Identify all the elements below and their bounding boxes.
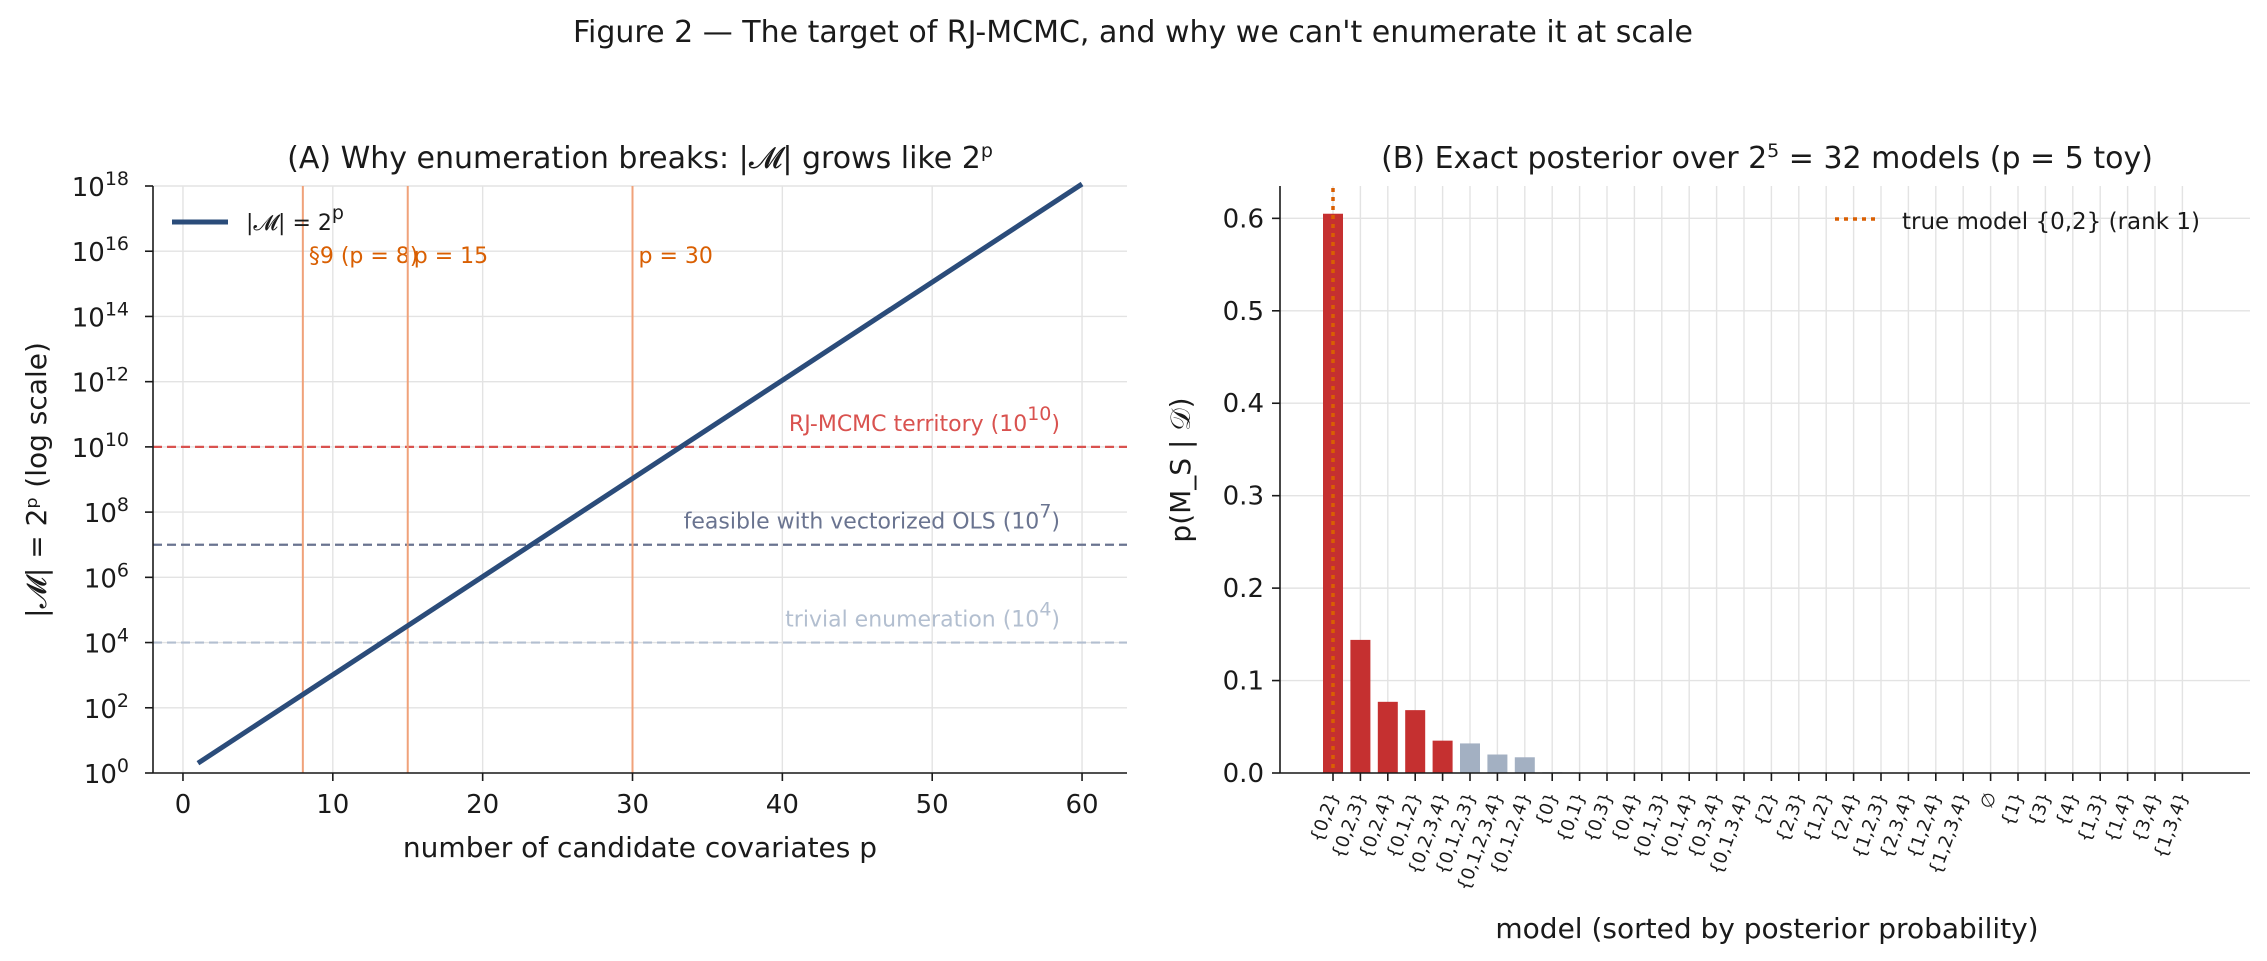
y-tick-label: 1012 [72, 364, 129, 399]
panel-a-x-axis-label: number of candidate covariates p [403, 831, 877, 864]
y-tick-label: 0.0 [1223, 759, 1264, 789]
posterior-bar [1460, 743, 1480, 773]
posterior-bar [1514, 757, 1535, 773]
panel-a-threshold-lines: RJ-MCMC territory (1010) feasible with ve… [153, 403, 1127, 644]
x-tick-label: 50 [916, 790, 949, 820]
x-tick-label: 30 [616, 790, 649, 820]
y-tick-label: 1018 [72, 168, 129, 203]
panel-b-axes [1279, 186, 2250, 774]
growth-series-line [196, 181, 1084, 766]
y-tick-label: 0.4 [1223, 389, 1264, 419]
panel-b-y-ticks: 0.0 0.1 0.2 0.3 0.4 0.5 0.6 [1223, 204, 1280, 789]
y-tick-label: 0.3 [1223, 482, 1264, 512]
panel-b-grid [1280, 186, 2250, 774]
panel-b-legend: true model {0,2} (rank 1) [1835, 209, 2200, 235]
marker-label: p = 15 [414, 244, 488, 269]
threshold-label: RJ-MCMC territory (1010) [789, 403, 1060, 437]
figure-title: Figure 2 — The target of RJ-MCMC, and wh… [573, 15, 1693, 50]
panel-a-chart: RJ-MCMC territory (1010) feasible with ve… [20, 140, 1127, 864]
posterior-bar [1323, 213, 1343, 773]
posterior-bar [1350, 639, 1371, 773]
y-tick-label: 1010 [72, 429, 129, 464]
posterior-bar [1432, 740, 1453, 773]
panel-b-title: (B) Exact posterior over 25 = 32 models … [1381, 140, 2153, 176]
marker-label: §9 (p = 8) [309, 244, 419, 269]
y-tick-label: 1014 [72, 298, 129, 333]
x-tick-label: {1} [1997, 790, 2028, 829]
threshold-label: feasible with vectorized OLS (107) [684, 501, 1060, 535]
x-tick-label: 0 [175, 790, 192, 820]
panel-a-x-ticks: 0 10 20 30 40 50 60 [175, 773, 1099, 820]
panel-a-y-ticks: 100 102 104 106 108 1010 1012 1014 1016 1018 [72, 168, 153, 790]
x-tick-label: 20 [466, 790, 499, 820]
y-tick-label: 1016 [72, 233, 129, 268]
y-tick-label: 100 [84, 755, 129, 790]
x-tick-label: 10 [316, 790, 349, 820]
panel-a-title: (A) Why enumeration breaks: |𝓜| grows li… [287, 140, 993, 176]
panel-b-chart: {0,2}{0,2,3}{0,2,4}{0,1,2}{0,2,3,4}{0,1,… [1164, 140, 2250, 945]
panel-a-axes [152, 186, 1127, 774]
y-tick-label: 104 [84, 625, 129, 660]
y-tick-label: 102 [84, 690, 129, 725]
y-tick-label: 0.1 [1223, 667, 1264, 697]
panel-b-x-ticks: {0,2}{0,2,3}{0,2,4}{0,1,2}{0,2,3,4}{0,1,… [1306, 773, 2193, 894]
panel-a-marker-lines: §9 (p = 8)p = 15 p = 30 [301, 186, 713, 773]
legend-true-model-label: true model {0,2} (rank 1) [1902, 209, 2200, 235]
panel-a-legend: |𝓜| = 2p [172, 202, 344, 236]
panel-a-y-axis-label: |𝓜| = 2ᵖ (log scale) [20, 342, 53, 618]
y-tick-label: 108 [84, 494, 129, 529]
y-tick-label: 0.2 [1223, 574, 1264, 604]
panel-b-x-axis-label: model (sorted by posterior probability) [1495, 912, 2038, 945]
marker-label: p = 30 [639, 244, 713, 269]
panel-b-bars [1323, 213, 2193, 773]
posterior-bar [1487, 754, 1508, 773]
x-tick-label: {3} [2025, 790, 2056, 829]
panel-a-grid [153, 185, 1127, 774]
threshold-label: trivial enumeration (104) [785, 599, 1060, 633]
x-tick-label: 40 [766, 790, 799, 820]
y-tick-label: 0.5 [1223, 297, 1264, 327]
legend-series-label: |𝓜| = 2p [246, 202, 344, 236]
x-tick-label: ∅ [1976, 790, 2001, 812]
posterior-bar [1405, 710, 1426, 773]
y-tick-label: 0.6 [1223, 204, 1264, 234]
y-tick-label: 106 [84, 559, 129, 594]
x-tick-label: 60 [1065, 790, 1098, 820]
panel-b-y-axis-label: p(M_S | 𝒟) [1164, 397, 1197, 542]
posterior-bar [1377, 701, 1398, 773]
